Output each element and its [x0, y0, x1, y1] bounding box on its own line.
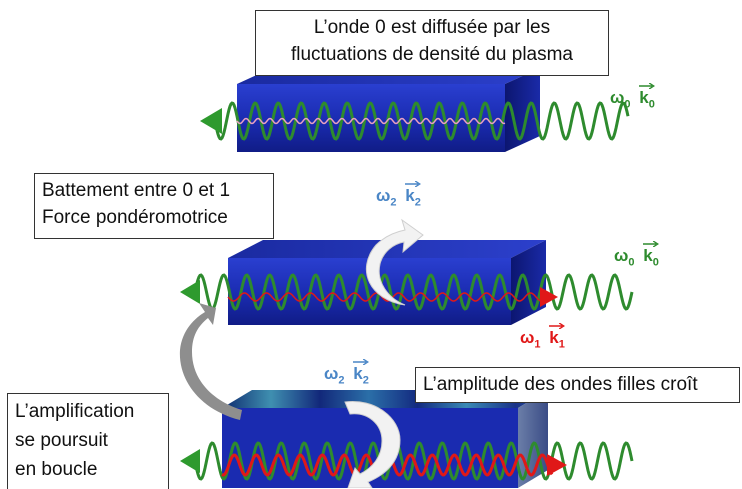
k-symbol: k [405, 186, 415, 205]
omega-symbol: ω [520, 328, 535, 347]
k-symbol: k [639, 88, 649, 107]
caption-scattering-line1: L’onde 0 est diffusée par les [313, 17, 551, 38]
omega-subscript: 2 [390, 196, 397, 209]
k-subscript: 1 [558, 338, 565, 351]
curved-arrow-bottom [344, 400, 401, 488]
arrowhead-right-bottom-red [547, 454, 567, 476]
omega-symbol: ω [376, 186, 391, 205]
omega-subscript: 0 [628, 256, 635, 269]
k-symbol: k [549, 328, 559, 347]
wave-label-omega2-bottom: ω2 k2 [324, 359, 369, 387]
k-symbol: k [643, 246, 653, 265]
k-subscript: 2 [414, 196, 421, 209]
caption-amplitude-line: L’amplitude des ondes filles croît [423, 374, 698, 395]
wave-label-omega0-top: ω0 k0 [610, 83, 655, 111]
caption-loop-line3: en boucle [15, 459, 98, 480]
wave-label-omega2-middle: ω2 k2 [376, 181, 421, 209]
omega-subscript: 1 [534, 338, 541, 351]
arrowhead-right-middle-red [540, 287, 558, 307]
caption-beating: Battement entre 0 et 1 Force pondéromotr… [34, 173, 274, 239]
caption-beating-line2: Force pondéromotrice [42, 207, 228, 228]
wave-label-omega1-middle: ω1 k1 [520, 323, 565, 351]
caption-beating-line1: Battement entre 0 et 1 [42, 180, 231, 201]
omega-subscript: 2 [338, 374, 345, 387]
caption-loop-line1: L’amplification [15, 401, 135, 422]
k-subscript: 0 [652, 256, 659, 269]
arrowhead-left-top [200, 108, 222, 134]
caption-loop: L’amplification se poursuit en boucle [7, 393, 169, 489]
omega-symbol: ω [614, 246, 629, 265]
k-subscript: 2 [362, 374, 369, 387]
omega-subscript: 0 [624, 98, 631, 111]
pump-wave-middle [193, 273, 634, 311]
arrowhead-left-bottom [180, 449, 200, 473]
caption-scattering-line2: fluctuations de densité du plasma [290, 44, 573, 65]
omega-symbol: ω [610, 88, 625, 107]
caption-amplitude: L’amplitude des ondes filles croît [415, 367, 740, 403]
omega-symbol: ω [324, 364, 339, 383]
k-subscript: 0 [648, 98, 655, 111]
caption-loop-line2: se poursuit [15, 430, 108, 451]
k-symbol: k [353, 364, 363, 383]
caption-scattering: L’onde 0 est diffusée par les fluctuatio… [255, 10, 609, 76]
wave-label-omega0-middle: ω0 k0 [614, 241, 659, 269]
arrowhead-left-middle [180, 280, 200, 304]
scattered-wave-top [236, 117, 506, 125]
loop-arrow [179, 303, 242, 420]
scattered-wave-middle [227, 292, 546, 302]
curved-arrow-middle [366, 218, 424, 306]
